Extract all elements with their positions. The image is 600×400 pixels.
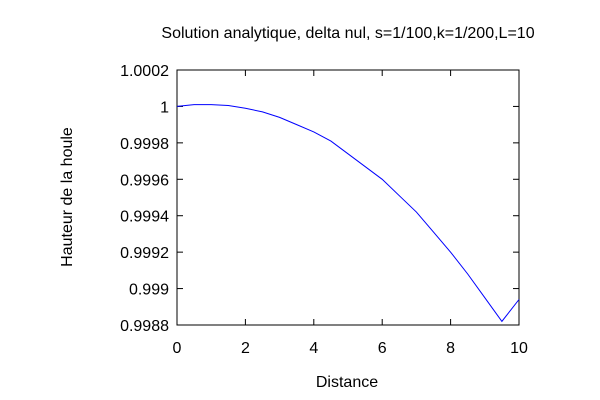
y-tick-label: 0.9996 bbox=[120, 172, 169, 189]
y-tick-label: 0.9988 bbox=[120, 318, 169, 335]
x-axis-label: Distance bbox=[316, 374, 378, 391]
y-tick-label: 1.0002 bbox=[120, 63, 169, 80]
chart-title: Solution analytique, delta nul, s=1/100,… bbox=[161, 25, 534, 42]
data-series-line bbox=[176, 104, 520, 323]
y-tick-label: 1 bbox=[160, 99, 169, 116]
y-tick-label: 0.9998 bbox=[120, 136, 169, 153]
x-tick-label: 8 bbox=[446, 340, 455, 357]
plot-frame bbox=[176, 69, 520, 326]
y-tick-label: 0.999 bbox=[129, 282, 169, 299]
y-tick-label: 0.9992 bbox=[120, 245, 169, 262]
x-tick-label: 6 bbox=[378, 340, 387, 357]
x-tick-label: 2 bbox=[241, 340, 250, 357]
x-tick-label: 4 bbox=[309, 340, 318, 357]
x-tick-label: 10 bbox=[510, 340, 528, 357]
y-axis: 0.9988 0.999 0.9992 0.9994 0.9996 0.9998 1 1.00… bbox=[120, 63, 519, 335]
x-axis: 0 2 4 6 8 10 bbox=[173, 70, 528, 357]
y-axis-label: Hauteur de la houle bbox=[59, 127, 76, 267]
x-tick-label: 0 bbox=[173, 340, 182, 357]
y-tick-label: 0.9994 bbox=[120, 209, 169, 226]
